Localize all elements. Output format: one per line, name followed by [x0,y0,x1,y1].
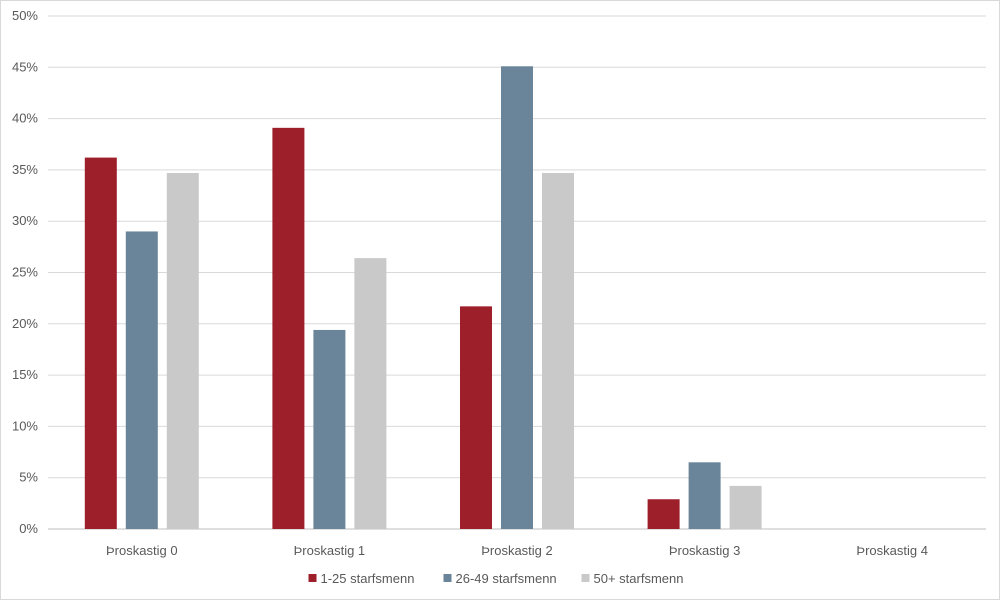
y-tick-label: 50% [12,8,38,23]
bar [542,172,574,529]
bar [354,258,387,529]
legend-swatch [581,574,590,582]
y-tick-label: 15% [12,367,38,382]
x-tick-label: Þroskastig 3 [669,543,741,558]
y-tick-label: 35% [12,162,38,177]
x-tick-label: Þroskastig 1 [294,543,366,558]
legend-label: 50+ starfsmenn [594,571,684,586]
bar [313,329,346,529]
y-tick-label: 40% [12,111,38,126]
bar [460,306,492,529]
y-tick-label: 45% [12,59,38,74]
x-tick-label: Þroskastig 2 [481,543,553,558]
legend-label: 26-49 starfsmenn [456,571,557,586]
y-tick-label: 5% [19,470,38,485]
legend-swatch [308,574,317,582]
bar [688,462,721,529]
x-tick-label: Þroskastig 0 [106,543,178,558]
bar [501,66,533,530]
y-tick-label: 30% [12,213,38,228]
bar [272,127,305,530]
legend-label: 1-25 starfsmenn [321,571,415,586]
bar [729,485,762,529]
x-tick-label: Þroskastig 4 [856,543,928,558]
y-tick-label: 25% [12,265,38,280]
bar [84,157,117,529]
y-tick-label: 0% [19,521,38,536]
bar [125,231,158,529]
y-tick-label: 20% [12,316,38,331]
bar [647,499,680,529]
legend-swatch [443,574,452,582]
bar [166,172,199,529]
y-tick-label: 10% [12,418,38,433]
